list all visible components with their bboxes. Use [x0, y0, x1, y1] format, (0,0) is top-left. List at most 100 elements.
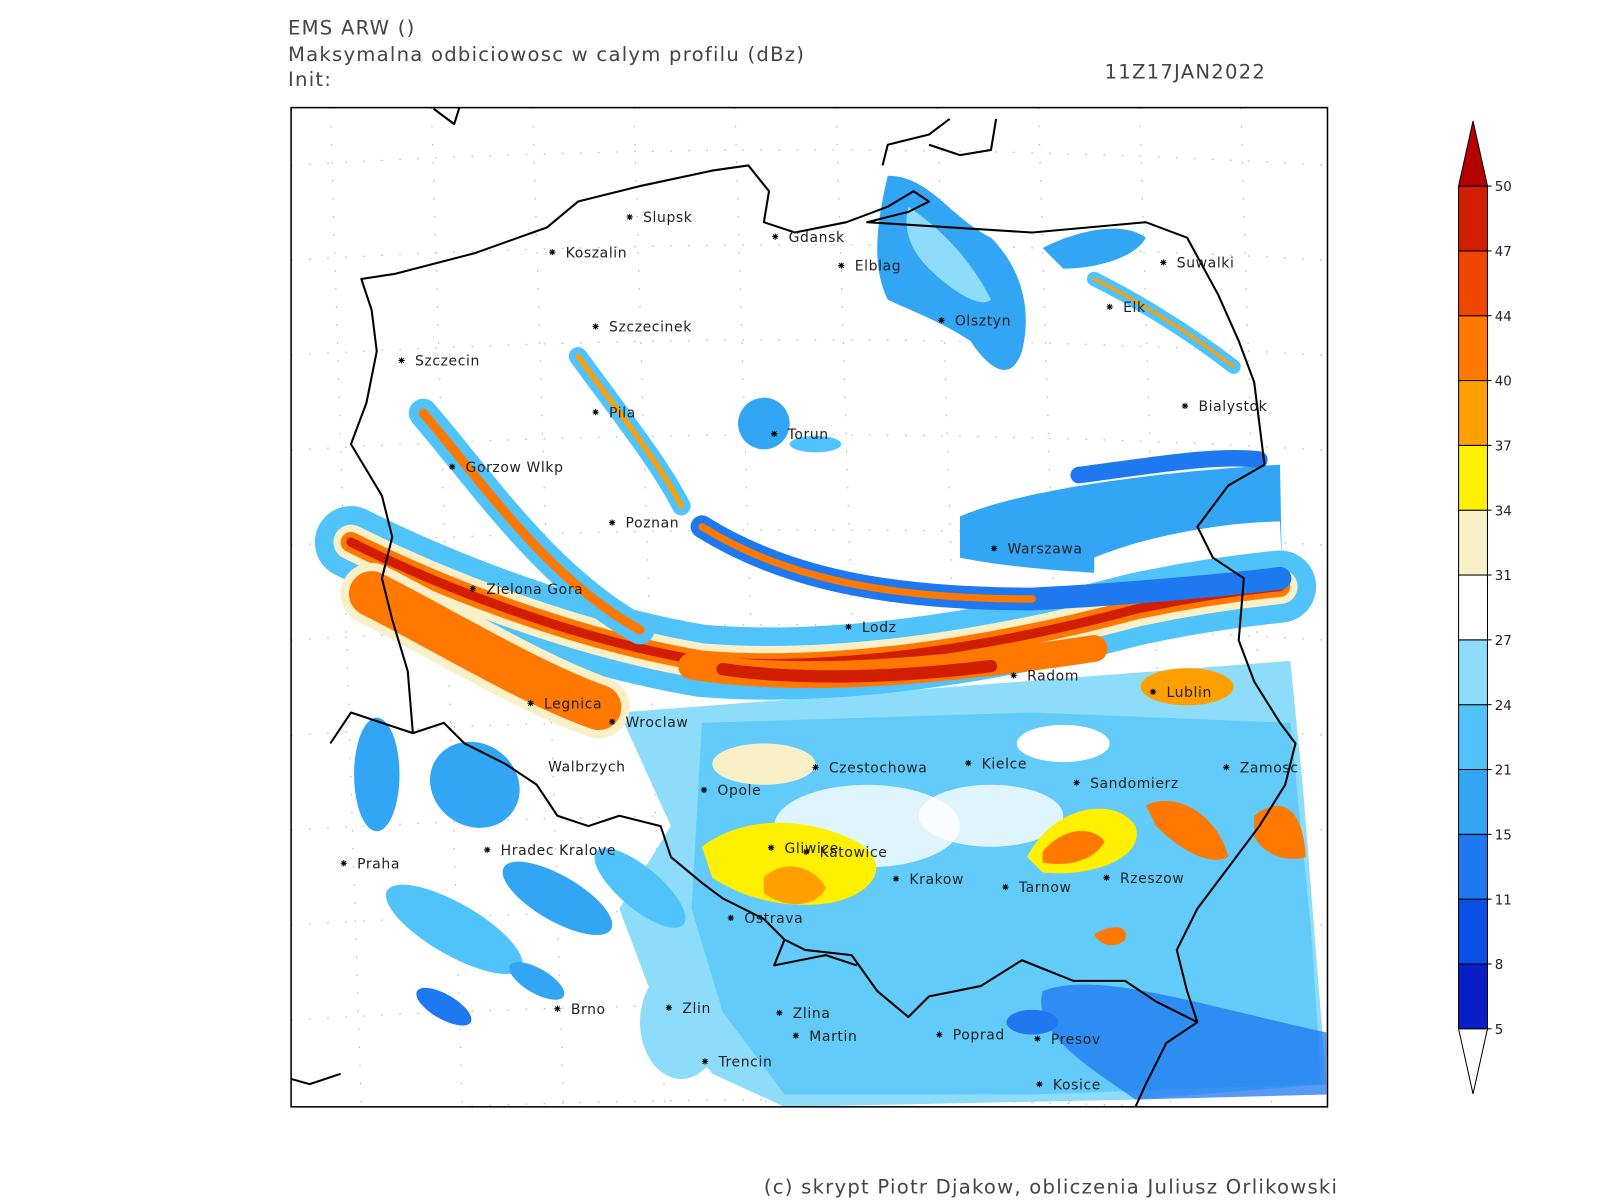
- level-label: 37: [1495, 440, 1512, 455]
- level-label: 5: [1495, 1023, 1504, 1038]
- city-label: Zamosc: [1240, 760, 1299, 776]
- city-marker: [1103, 874, 1110, 881]
- city-label: Elblag: [855, 259, 901, 275]
- color-band: [1458, 509, 1488, 576]
- over-triangle: [1457, 120, 1489, 187]
- level-label: 44: [1495, 310, 1512, 325]
- color-band: [1458, 315, 1488, 382]
- level-label: 50: [1495, 180, 1512, 195]
- city-label: Martin: [809, 1029, 857, 1045]
- city-marker: [484, 846, 491, 853]
- color-band: [1458, 574, 1488, 641]
- color-band: [1458, 185, 1488, 252]
- city-label: Opole: [717, 783, 761, 799]
- city-marker: [838, 262, 845, 269]
- city-marker: [936, 1031, 943, 1038]
- city-labels: Slupsk Koszalin Gdansk Elblag Suwalki Szczeci…: [340, 210, 1299, 1093]
- city-marker: [701, 1058, 709, 1065]
- city-label: Trencin: [717, 1055, 772, 1071]
- city-label: Zlina: [793, 1006, 831, 1022]
- city-label: Szczecin: [415, 354, 480, 370]
- city-marker: [938, 317, 945, 324]
- city-label: Koszalin: [566, 245, 628, 261]
- city-label: Pila: [609, 405, 636, 421]
- city-label: Slupsk: [643, 210, 693, 226]
- parallel: [291, 244, 1328, 262]
- city-label: Olsztyn: [955, 313, 1011, 329]
- level-label: 15: [1495, 828, 1512, 843]
- city-label: Radom: [1027, 669, 1079, 685]
- city-label: Wroclaw: [626, 715, 689, 731]
- city-marker: [609, 718, 616, 725]
- city-label: Krakow: [909, 872, 964, 888]
- city-marker: [845, 623, 852, 630]
- city-marker: [771, 430, 778, 437]
- color-band: [1458, 704, 1488, 771]
- city-marker: [554, 1005, 561, 1012]
- level-label: 47: [1495, 245, 1512, 260]
- reflectivity-field: [314, 175, 1327, 1107]
- city-marker: [1034, 1035, 1041, 1042]
- city-label: Brno: [571, 1002, 606, 1018]
- meridian: [835, 107, 868, 1107]
- color-band: [1458, 250, 1488, 317]
- city-marker: [772, 233, 779, 240]
- city-label: Sandomierz: [1090, 776, 1179, 792]
- city-label: Gdansk: [789, 230, 845, 246]
- city-label: Lublin: [1166, 685, 1211, 701]
- city-label: Rzeszow: [1120, 871, 1184, 887]
- city-label: Gliwice: [785, 841, 839, 857]
- city-label: Walbrzych: [548, 759, 625, 775]
- city-marker: [1106, 303, 1113, 310]
- city-marker: [1010, 672, 1017, 679]
- city-label: Poprad: [953, 1028, 1005, 1044]
- city-marker: [665, 1004, 672, 1011]
- color-band: [1458, 833, 1488, 900]
- city-marker: [803, 848, 810, 855]
- city-label: Czestochowa: [829, 760, 928, 776]
- city-label: Szczecinek: [609, 320, 692, 336]
- city-marker: [776, 1009, 783, 1016]
- level-label: 31: [1495, 569, 1512, 584]
- level-label: 24: [1495, 699, 1512, 714]
- city-label: Zielona Gora: [486, 582, 583, 598]
- level-label: 40: [1495, 375, 1512, 390]
- city-label: Gorzow Wlkp: [466, 460, 564, 476]
- map-frame: [290, 106, 1329, 1108]
- city-marker: [700, 786, 708, 794]
- city-marker: [626, 213, 633, 221]
- city-marker: [449, 463, 456, 470]
- city-label: Presov: [1051, 1032, 1101, 1048]
- map-area: Slupsk Koszalin Gdansk Elblag Suwalki Szczeci…: [291, 107, 1373, 1107]
- city-marker: [592, 409, 599, 416]
- color-band: [1458, 639, 1488, 706]
- city-marker: [792, 1032, 799, 1039]
- level-label: 11: [1495, 893, 1512, 908]
- color-band: [1458, 898, 1488, 965]
- city-marker: [965, 760, 972, 767]
- borders: [291, 107, 1297, 1107]
- city-marker: [1223, 764, 1230, 771]
- level-label: 21: [1495, 764, 1512, 779]
- meridian: [329, 107, 362, 1107]
- init-label: Init:: [288, 68, 332, 91]
- city-marker: [1149, 688, 1157, 695]
- meridian: [633, 107, 666, 1107]
- credit: (c) skrypt Piotr Djakow, obliczenia Juli…: [764, 1176, 1338, 1199]
- city-marker: [549, 249, 556, 256]
- level-label: 27: [1495, 634, 1512, 649]
- color-bar: 5 8 11 15 21 24 27 31 34 37 40 44 47 50: [1457, 120, 1512, 1094]
- city-marker: [469, 585, 476, 592]
- city-label: Poznan: [626, 516, 680, 532]
- city-label: Zlin: [682, 1001, 711, 1017]
- city-label: Lodz: [862, 620, 897, 636]
- city-label: Torun: [787, 427, 829, 443]
- under-triangle: [1457, 1028, 1489, 1094]
- model-name: EMS ARW (): [288, 16, 416, 39]
- city-label: Warszawa: [1007, 542, 1082, 558]
- city-marker: [340, 860, 347, 867]
- city-label: Suwalki: [1177, 256, 1235, 272]
- city-label: Ostrava: [744, 911, 803, 927]
- meridian: [1342, 108, 1373, 1107]
